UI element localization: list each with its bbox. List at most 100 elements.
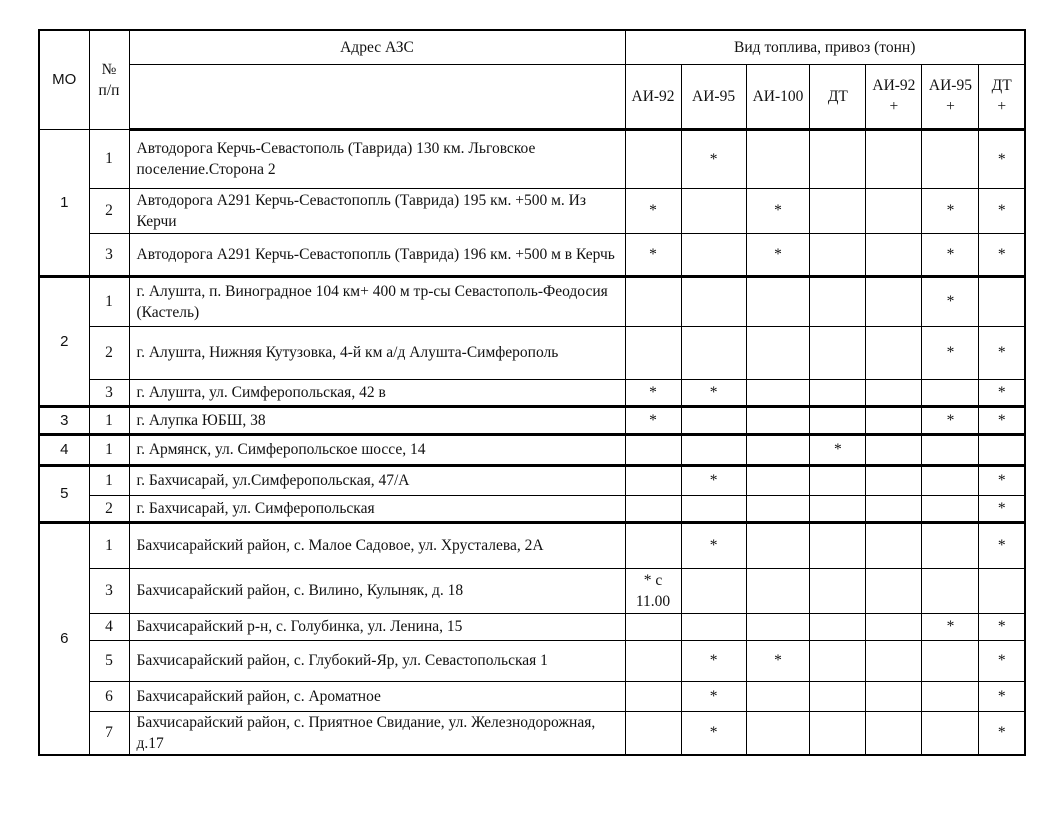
address-cell: г. Алушта, Нижняя Кутузовка, 4-й км а/д … xyxy=(128,325,626,380)
fuel-mark-cell xyxy=(745,680,811,712)
fuel-mark-cell: * xyxy=(809,432,867,466)
fuel-mark-cell xyxy=(865,128,923,189)
mo-cell: 4 xyxy=(38,432,90,466)
fuel-mark-cell xyxy=(745,520,811,569)
header-fuel-type: АИ-100 xyxy=(745,63,811,131)
row-number-cell: 4 xyxy=(88,612,130,641)
fuel-mark-cell xyxy=(624,680,682,712)
fuel-mark-cell xyxy=(921,567,980,614)
address-cell: г. Алупка ЮБШ, 38 xyxy=(128,404,626,435)
address-cell: г. Алушта, п. Виноградное 104 км+ 400 м … xyxy=(128,274,626,327)
table-row: 3 Автодорога А291 Керчь-Севастопопль (Тав… xyxy=(39,232,1026,277)
fuel-mark-cell xyxy=(921,639,980,682)
fuel-mark-cell xyxy=(865,432,923,466)
fuel-mark-cell xyxy=(809,232,867,277)
fuel-mark-cell xyxy=(865,325,923,380)
fuel-mark-cell: * xyxy=(921,274,980,327)
header-address: Адрес АЗС xyxy=(128,29,626,65)
address-cell: Автодорога А291 Керчь-Севастопопль (Тавр… xyxy=(128,187,626,234)
fuel-mark-cell: * xyxy=(624,378,682,407)
fuel-mark-cell xyxy=(921,378,980,407)
table-row: 6 1 Бахчисарайский район, с. Малое Садовое… xyxy=(38,520,1026,755)
row-number-cell: 7 xyxy=(88,710,130,755)
table-row: 2 г. Алушта, Нижняя Кутузовка, 4-й км а/д… xyxy=(39,325,1026,380)
fuel-mark-cell xyxy=(865,187,923,234)
row-number-cell: 3 xyxy=(88,378,130,407)
table-row: 2 Автодорога А291 Керчь-Севастопопль (Тав… xyxy=(39,187,1026,234)
header-num: № п/п xyxy=(88,29,130,130)
address-cell: Бахчисарайский район, с. Вилино, Кулыняк… xyxy=(128,567,626,614)
fuel-mark-cell xyxy=(865,680,923,712)
fuel-mark-cell xyxy=(745,432,811,466)
fuel-mark-cell xyxy=(921,710,980,755)
row-number-cell: 6 xyxy=(88,680,130,712)
row-number-cell: 1 xyxy=(88,128,130,189)
fuel-mark-cell xyxy=(809,567,867,614)
row-number-cell: 2 xyxy=(88,187,130,234)
address-cell: Бахчисарайский район, с. Ароматное xyxy=(128,680,626,712)
fuel-mark-cell: * xyxy=(680,520,747,569)
fuel-mark-cell xyxy=(809,612,867,641)
fuel-mark-cell: * xyxy=(978,404,1026,435)
fuel-mark-cell xyxy=(624,520,682,569)
fuel-mark-cell xyxy=(865,567,923,614)
header-fuel-type: АИ-95 xyxy=(680,63,747,131)
fuel-mark-cell xyxy=(921,432,980,466)
fuel-mark-cell: * xyxy=(680,463,747,496)
fuel-mark-cell xyxy=(921,128,980,189)
fuel-mark-cell: * xyxy=(978,639,1026,682)
address-cell: г. Бахчисарай, ул. Симферопольская xyxy=(128,494,626,523)
fuel-mark-cell xyxy=(809,463,867,496)
row-number-cell: 3 xyxy=(88,567,130,614)
fuel-mark-cell xyxy=(745,612,811,641)
fuel-mark-cell xyxy=(978,432,1026,466)
fuel-mark-cell: * xyxy=(921,612,980,641)
fuel-mark-cell xyxy=(624,432,682,466)
table-row: 5 1 г. Бахчисарай, ул.Симферопольская, 47/… xyxy=(38,463,1026,523)
fuel-mark-cell xyxy=(809,128,867,189)
fuel-mark-cell xyxy=(680,274,747,327)
row-number-cell: 1 xyxy=(88,404,130,435)
fuel-mark-cell: * xyxy=(680,639,747,682)
fuel-mark-cell xyxy=(865,520,923,569)
fuel-mark-cell: * xyxy=(745,232,811,277)
row-number-cell: 3 xyxy=(88,232,130,277)
fuel-mark-cell xyxy=(680,404,747,435)
fuel-mark-cell xyxy=(865,378,923,407)
fuel-mark-cell xyxy=(680,187,747,234)
table-row: 4 1 г. Армянск, ул. Симферопольское шоссе,… xyxy=(38,432,1026,466)
fuel-mark-cell xyxy=(809,680,867,712)
fuel-mark-cell: * xyxy=(978,378,1026,407)
fuel-mark-cell: * xyxy=(680,710,747,755)
fuel-mark-cell xyxy=(865,404,923,435)
fuel-mark-cell: * xyxy=(624,232,682,277)
table-row: 3 г. Алушта, ул. Симферопольская, 42 в * * * xyxy=(39,378,1026,407)
address-cell: г. Алушта, ул. Симферопольская, 42 в xyxy=(128,378,626,407)
header-fuel-type: АИ-92 + xyxy=(865,63,923,131)
fuel-mark-cell xyxy=(745,274,811,327)
table-row: 4 Бахчисарайский р-н, с. Голубинка, ул. Л… xyxy=(39,612,1026,641)
fuel-mark-cell xyxy=(809,494,867,523)
fuel-mark-cell: * xyxy=(978,494,1026,523)
address-cell: Бахчисарайский район, с. Приятное Свидан… xyxy=(128,710,626,755)
fuel-mark-cell xyxy=(680,494,747,523)
row-number-cell: 1 xyxy=(88,274,130,327)
mo-cell: 3 xyxy=(38,404,90,435)
fuel-mark-cell xyxy=(745,404,811,435)
header-fuel-type: АИ-95 + xyxy=(921,63,980,131)
fuel-mark-cell xyxy=(809,520,867,569)
address-cell: Автодорога А291 Керчь-Севастопопль (Тавр… xyxy=(128,232,626,277)
fuel-mark-cell xyxy=(809,325,867,380)
fuel-mark-cell xyxy=(745,567,811,614)
mo-cell: 2 xyxy=(38,274,90,407)
table-row: 2 1 г. Алушта, п. Виноградное 104 км+ 400 … xyxy=(38,274,1026,407)
fuel-mark-cell: * xyxy=(978,710,1026,755)
header-fuel-type: ДТ xyxy=(809,63,867,131)
address-cell: г. Армянск, ул. Симферопольское шоссе, 1… xyxy=(128,432,626,466)
fuel-mark-cell xyxy=(624,494,682,523)
fuel-mark-cell: * xyxy=(978,128,1026,189)
fuel-mark-cell xyxy=(624,128,682,189)
fuel-stations-table: МО № п/п Адрес АЗС Вид топлива, привоз (… xyxy=(38,29,1026,756)
fuel-mark-cell xyxy=(745,325,811,380)
fuel-mark-cell: * xyxy=(978,680,1026,712)
